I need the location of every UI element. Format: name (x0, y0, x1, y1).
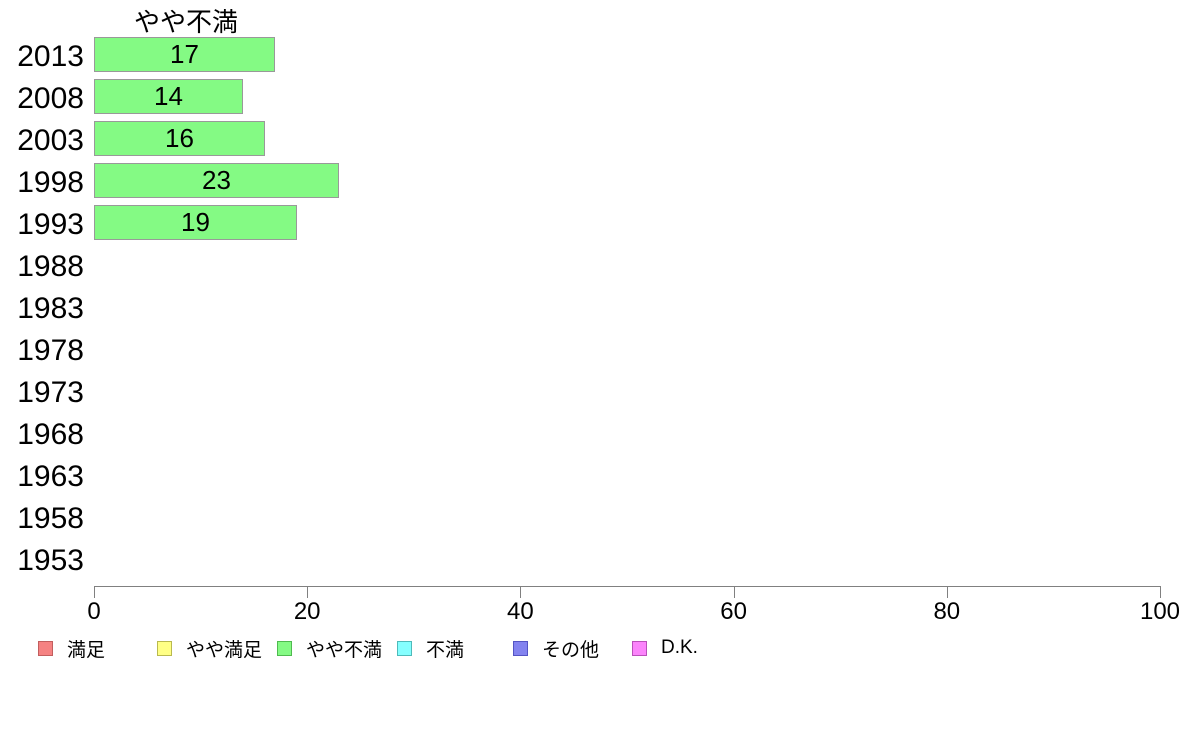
y-axis-label: 2003 (17, 124, 84, 157)
y-axis-label: 1953 (17, 544, 84, 577)
legend-label: やや不満 (306, 639, 383, 661)
legend-swatch (38, 640, 53, 656)
bar: 23 (94, 163, 339, 198)
x-axis-tick (733, 586, 735, 598)
x-axis-tick-label: 40 (507, 598, 534, 625)
y-axis-label: 1988 (17, 250, 84, 283)
y-axis-label: 1958 (17, 502, 84, 535)
chart-row: 1968 (0, 414, 1188, 456)
bar: 14 (94, 79, 243, 114)
legend-swatch (513, 640, 528, 656)
x-axis-tick-label: 60 (720, 598, 747, 625)
legend-label: その他 (542, 639, 600, 661)
chart-row: 2008 14 (0, 78, 1188, 120)
bar: 16 (94, 121, 265, 156)
chart-row: 1958 (0, 498, 1188, 540)
x-axis-tick (1160, 586, 1161, 598)
bar: 19 (94, 205, 297, 240)
x-axis-tick-label: 80 (933, 598, 961, 625)
bar-value-label: 14 (154, 81, 183, 111)
legend-label: 不満 (426, 639, 465, 661)
chart-row: 2013 17 (0, 36, 1188, 78)
x-axis-tick (307, 586, 309, 598)
legend-label: D.K. (661, 637, 698, 658)
legend-item: その他 (513, 639, 599, 661)
x-axis-tick-label: 100 (1139, 598, 1181, 625)
y-axis-label: 1968 (17, 418, 84, 451)
y-axis-label: 1993 (17, 208, 84, 241)
y-axis-label: 1978 (17, 334, 84, 367)
y-axis-label: 2008 (17, 82, 84, 115)
legend-item: 不満 (397, 639, 464, 661)
legend-item: やや満足 (157, 639, 262, 661)
chart-row: 1963 (0, 456, 1188, 498)
y-axis-label: 1983 (17, 292, 84, 325)
x-axis-tick-label: 20 (293, 598, 321, 625)
bar: 17 (94, 37, 275, 72)
legend-swatch (632, 640, 647, 656)
legend-item: 満足 (38, 639, 105, 661)
chart-row: 1983 (0, 288, 1188, 330)
chart-row: 2003 16 (0, 120, 1188, 162)
legend-item: D.K. (632, 637, 698, 658)
chart-row: 1988 (0, 246, 1188, 288)
chart-row: 1998 23 (0, 162, 1188, 204)
bar-value-label: 23 (202, 165, 231, 195)
bar-value-label: 19 (181, 207, 210, 237)
y-axis-label: 1998 (17, 166, 84, 199)
chart-title: やや不満 (133, 7, 238, 37)
legend-label: 満足 (67, 639, 106, 661)
chart-row: 1973 (0, 372, 1188, 414)
legend-swatch (157, 640, 172, 656)
x-axis-tick (94, 586, 95, 598)
bar-value-label: 17 (170, 39, 199, 69)
y-axis-label: 1973 (17, 376, 84, 409)
y-axis-label: 2013 (17, 40, 84, 73)
chart-row: 1978 (0, 330, 1188, 372)
legend-item: やや不満 (277, 639, 382, 661)
x-axis-line (94, 586, 1161, 587)
legend-swatch (277, 640, 292, 656)
chart-row: 1993 19 (0, 204, 1188, 246)
legend-label: やや満足 (186, 639, 263, 661)
bar-value-label: 16 (165, 123, 194, 153)
legend-swatch (397, 640, 412, 656)
x-axis-tick (946, 586, 948, 598)
chart-row: 1953 (0, 540, 1188, 582)
y-axis-label: 1963 (17, 460, 84, 493)
x-axis-tick-label: 0 (87, 598, 101, 625)
x-axis-tick (520, 586, 522, 598)
